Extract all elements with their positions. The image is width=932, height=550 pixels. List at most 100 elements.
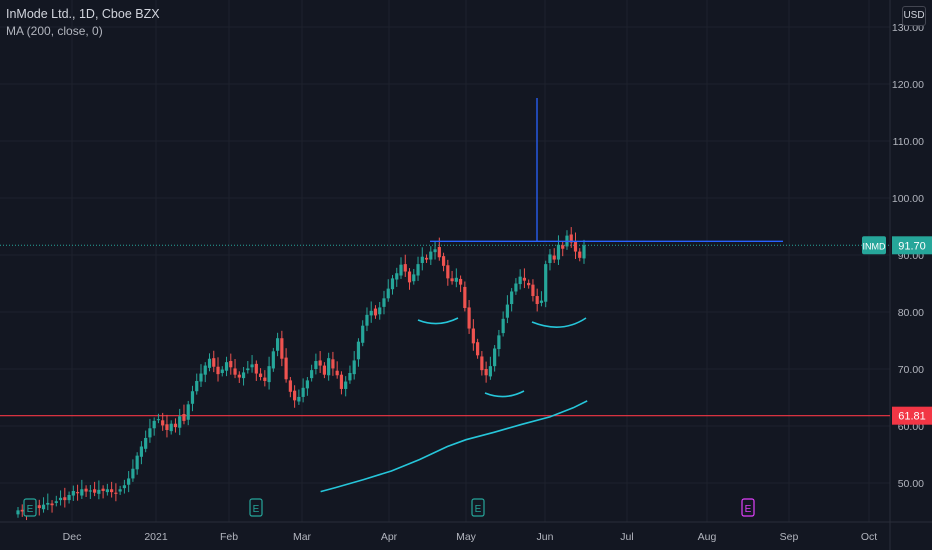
candle-body <box>437 247 441 258</box>
candle-body <box>514 283 518 292</box>
candle-body <box>297 396 301 402</box>
right-shoulder-arc[interactable] <box>531 317 587 328</box>
candle-body <box>327 358 331 376</box>
candle-body <box>254 363 258 374</box>
candle-body <box>573 241 578 252</box>
earnings-marker[interactable] <box>471 498 485 517</box>
candle-body <box>75 492 80 494</box>
candle-body <box>203 365 207 375</box>
candle-body <box>135 455 139 470</box>
candle-body <box>169 423 173 432</box>
x-axis-tick-label: Sep <box>780 531 799 543</box>
candle-body <box>246 368 250 371</box>
candle-body <box>424 257 429 260</box>
candle-body <box>110 489 114 493</box>
candle-body <box>471 328 475 344</box>
candle-body <box>233 368 237 375</box>
candle-body <box>118 489 122 492</box>
candle-body <box>80 489 84 496</box>
candle-body <box>450 278 454 282</box>
candle-body <box>310 370 314 379</box>
earnings-marker-label: E <box>27 504 34 515</box>
candle-body <box>510 291 514 305</box>
candle-body <box>131 468 135 479</box>
candle-body <box>105 489 109 493</box>
legend-symbol-title: InMode Ltd., 1D, Cboe BZX <box>6 7 160 21</box>
candle-body <box>229 361 233 368</box>
x-axis-tick-label: Jul <box>620 531 633 543</box>
candle-body <box>216 366 220 375</box>
x-axis-tick-label: Aug <box>698 531 717 543</box>
candle-body <box>527 282 531 286</box>
candle-body <box>369 310 373 316</box>
candle-body <box>407 271 412 283</box>
earnings-marker[interactable] <box>741 498 755 517</box>
candle-body <box>518 276 522 285</box>
candle-body <box>561 245 565 249</box>
candle-body <box>101 488 105 491</box>
candle-body <box>63 497 67 501</box>
earnings-marker-label: E <box>745 504 752 515</box>
candle-body <box>335 370 339 376</box>
earnings-marker-label: E <box>475 504 482 515</box>
candle-body <box>122 485 126 489</box>
earnings-marker[interactable] <box>249 498 263 517</box>
candle-body <box>463 286 467 309</box>
symbol-badge <box>862 236 886 255</box>
earnings-marker[interactable] <box>23 498 37 517</box>
ma200-line <box>320 400 588 493</box>
x-axis-tick-label: Mar <box>293 531 312 543</box>
candle-body <box>280 338 284 359</box>
candle-body <box>390 278 395 290</box>
candle-body <box>288 380 292 392</box>
candle-body <box>156 419 161 421</box>
candle-body <box>365 314 369 326</box>
candle-body <box>58 497 63 501</box>
candle-body <box>152 420 156 429</box>
candle-body <box>54 501 58 503</box>
candle-body <box>88 490 92 492</box>
candle-body <box>344 381 348 389</box>
support-price-badge <box>892 406 932 425</box>
candle-body <box>161 420 165 426</box>
x-axis-tick-label: Apr <box>381 531 398 543</box>
candle-body <box>182 414 186 421</box>
candle-body <box>190 391 195 404</box>
y-axis-tick-label: 100.00 <box>892 193 924 205</box>
candle-body <box>535 296 539 305</box>
legend-indicator: MA (200, close, 0) <box>6 24 103 38</box>
candle-body <box>488 366 492 377</box>
candle-body <box>458 278 463 285</box>
head-arc[interactable] <box>484 390 525 398</box>
candle-body <box>582 245 586 259</box>
candle-body <box>322 365 327 375</box>
y-axis-tick-label: 50.00 <box>898 478 924 490</box>
left-shoulder-arc[interactable] <box>417 317 459 325</box>
candle-body <box>314 361 318 369</box>
x-axis-tick-label: 2021 <box>144 531 168 543</box>
candle-body <box>441 256 446 266</box>
candle-body <box>71 490 75 496</box>
y-axis-tick-label: 120.00 <box>892 79 924 91</box>
support-price-label: 61.81 <box>898 411 926 423</box>
candle-body <box>318 360 322 366</box>
x-axis-tick-label: Oct <box>861 531 877 543</box>
candle-body <box>186 404 190 420</box>
candle-body <box>165 424 169 430</box>
currency-button[interactable]: USD <box>902 6 926 26</box>
candle-body <box>356 341 361 360</box>
candle-body <box>416 264 420 276</box>
candle-body <box>301 387 305 397</box>
x-axis-tick-label: Jun <box>537 531 554 543</box>
candle-body <box>382 298 386 307</box>
candle-body <box>501 318 505 334</box>
candle-body <box>446 265 450 279</box>
candle-body <box>531 284 535 297</box>
candle-body <box>539 300 544 303</box>
candle-body <box>127 478 131 485</box>
candle-body <box>361 325 365 343</box>
candle-body <box>207 358 212 368</box>
candle-body <box>373 308 378 316</box>
